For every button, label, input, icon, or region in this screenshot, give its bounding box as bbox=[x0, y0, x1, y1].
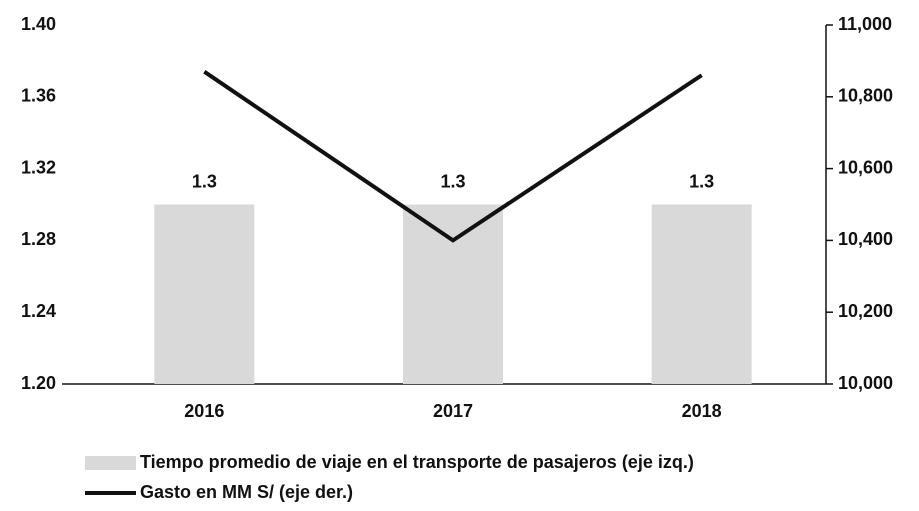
x-tick-label: 2016 bbox=[184, 401, 224, 421]
y-tick-label: 1.28 bbox=[21, 229, 56, 249]
y-tick-label: 1.32 bbox=[21, 157, 56, 177]
value-label: 1.3 bbox=[440, 171, 465, 191]
legend-label: Gasto en MM S/ (eje der.) bbox=[140, 482, 353, 502]
y2-tick-label: 10,400 bbox=[838, 229, 893, 249]
bar bbox=[154, 204, 255, 384]
y-tick-label: 1.24 bbox=[21, 301, 56, 321]
y-tick-label: 1.40 bbox=[21, 14, 56, 34]
x-tick-label: 2018 bbox=[682, 401, 722, 421]
bar bbox=[651, 204, 752, 384]
bar bbox=[403, 204, 503, 384]
line-series bbox=[203, 70, 703, 243]
y2-tick-label: 10,000 bbox=[838, 373, 893, 393]
legend-label: Tiempo promedio de viaje en el transport… bbox=[140, 452, 694, 472]
y-tick-label: 1.36 bbox=[21, 86, 56, 106]
y2-tick-label: 10,200 bbox=[838, 301, 893, 321]
y2-tick-label: 10,800 bbox=[838, 86, 893, 106]
legend-swatch bbox=[85, 456, 136, 470]
y2-tick-label: 11,000 bbox=[838, 14, 892, 34]
y-tick-label: 1.20 bbox=[21, 373, 56, 393]
y2-tick-label: 10,600 bbox=[838, 157, 893, 177]
x-tick-label: 2017 bbox=[433, 401, 473, 421]
value-label: 1.3 bbox=[192, 171, 217, 191]
value-label: 1.3 bbox=[689, 171, 714, 191]
